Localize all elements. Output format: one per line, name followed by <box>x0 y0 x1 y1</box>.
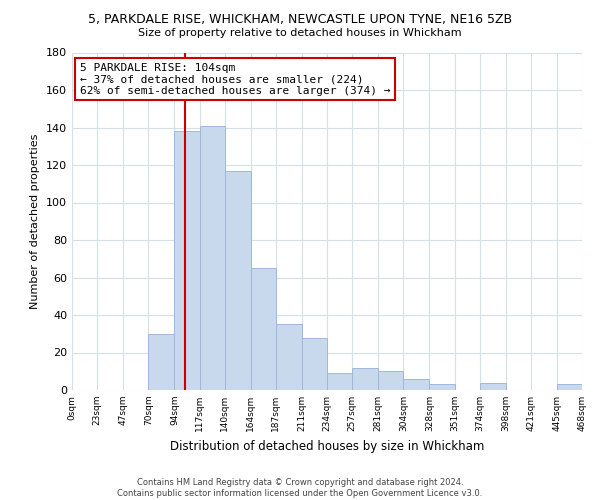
Text: 5 PARKDALE RISE: 104sqm
← 37% of detached houses are smaller (224)
62% of semi-d: 5 PARKDALE RISE: 104sqm ← 37% of detache… <box>80 62 390 96</box>
Y-axis label: Number of detached properties: Number of detached properties <box>31 134 40 309</box>
Bar <box>199 126 224 390</box>
Bar <box>276 324 302 390</box>
Bar <box>251 268 276 390</box>
Text: Size of property relative to detached houses in Whickham: Size of property relative to detached ho… <box>138 28 462 38</box>
Bar <box>430 384 455 390</box>
Bar <box>479 382 506 390</box>
X-axis label: Distribution of detached houses by size in Whickham: Distribution of detached houses by size … <box>170 440 484 452</box>
Bar <box>403 379 430 390</box>
Bar <box>352 368 378 390</box>
Text: 5, PARKDALE RISE, WHICKHAM, NEWCASTLE UPON TYNE, NE16 5ZB: 5, PARKDALE RISE, WHICKHAM, NEWCASTLE UP… <box>88 12 512 26</box>
Bar <box>224 170 251 390</box>
Bar <box>557 384 582 390</box>
Bar <box>148 334 175 390</box>
Bar <box>378 371 403 390</box>
Text: Contains HM Land Registry data © Crown copyright and database right 2024.
Contai: Contains HM Land Registry data © Crown c… <box>118 478 482 498</box>
Bar <box>302 338 327 390</box>
Bar <box>175 131 200 390</box>
Bar <box>327 373 352 390</box>
